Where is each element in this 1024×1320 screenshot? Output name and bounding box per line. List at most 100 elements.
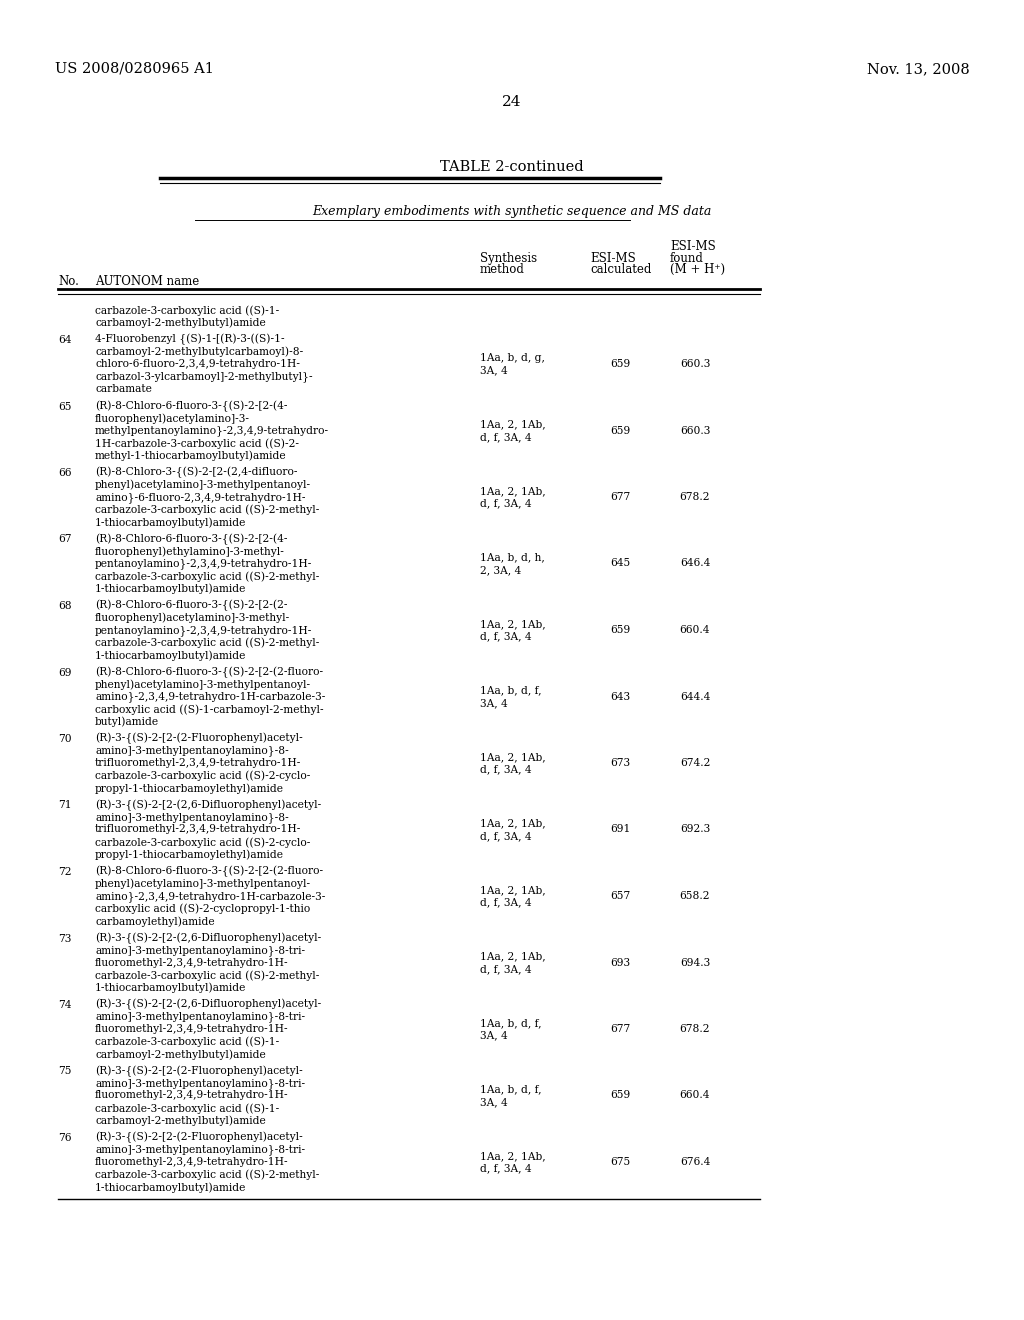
Text: fluoromethyl-2,3,4,9-tetrahydro-1H-: fluoromethyl-2,3,4,9-tetrahydro-1H-: [95, 1158, 289, 1167]
Text: propyl-1-thiocarbamoylethyl)amide: propyl-1-thiocarbamoylethyl)amide: [95, 783, 284, 793]
Text: 1-thiocarbamoylbutyl)amide: 1-thiocarbamoylbutyl)amide: [95, 517, 247, 528]
Text: 692.3: 692.3: [680, 825, 710, 834]
Text: methyl-1-thiocarbamoylbutyl)amide: methyl-1-thiocarbamoylbutyl)amide: [95, 450, 287, 461]
Text: fluoromethyl-2,3,4,9-tetrahydro-1H-: fluoromethyl-2,3,4,9-tetrahydro-1H-: [95, 1090, 289, 1101]
Text: 1Aa, b, d, f,: 1Aa, b, d, f,: [480, 1084, 542, 1094]
Text: 660.4: 660.4: [680, 1090, 711, 1101]
Text: (R)-3-{(S)-2-[2-(2,6-Difluorophenyl)acetyl-: (R)-3-{(S)-2-[2-(2,6-Difluorophenyl)acet…: [95, 932, 322, 944]
Text: 67: 67: [58, 535, 72, 544]
Text: 71: 71: [58, 800, 72, 810]
Text: 1-thiocarbamoylbutyl)amide: 1-thiocarbamoylbutyl)amide: [95, 1181, 247, 1192]
Text: Exemplary embodiments with synthetic sequence and MS data: Exemplary embodiments with synthetic seq…: [312, 205, 712, 218]
Text: 691: 691: [610, 825, 630, 834]
Text: d, f, 3A, 4: d, f, 3A, 4: [480, 631, 531, 642]
Text: 659: 659: [610, 359, 630, 370]
Text: (R)-8-Chloro-6-fluoro-3-{(S)-2-[2-(2-fluoro-: (R)-8-Chloro-6-fluoro-3-{(S)-2-[2-(2-flu…: [95, 866, 324, 878]
Text: amino}-2,3,4,9-tetrahydro-1H-carbazole-3-: amino}-2,3,4,9-tetrahydro-1H-carbazole-3…: [95, 692, 326, 702]
Text: 657: 657: [610, 891, 630, 902]
Text: 1Aa, 2, 1Ab,: 1Aa, 2, 1Ab,: [480, 486, 546, 496]
Text: 673: 673: [610, 758, 630, 768]
Text: amino]-3-methylpentanoylamino}-8-: amino]-3-methylpentanoylamino}-8-: [95, 746, 289, 756]
Text: 658.2: 658.2: [680, 891, 711, 902]
Text: 678.2: 678.2: [680, 1024, 711, 1034]
Text: 1Aa, 2, 1Ab,: 1Aa, 2, 1Ab,: [480, 884, 546, 895]
Text: 660.3: 660.3: [680, 425, 711, 436]
Text: ESI-MS: ESI-MS: [590, 252, 636, 265]
Text: Nov. 13, 2008: Nov. 13, 2008: [867, 62, 970, 77]
Text: 1Aa, b, d, f,: 1Aa, b, d, f,: [480, 1018, 542, 1028]
Text: phenyl)acetylamino]-3-methylpentanoyl-: phenyl)acetylamino]-3-methylpentanoyl-: [95, 879, 311, 890]
Text: 1Aa, b, d, g,: 1Aa, b, d, g,: [480, 352, 545, 363]
Text: 3A, 4: 3A, 4: [480, 1030, 508, 1040]
Text: carbamate: carbamate: [95, 384, 152, 393]
Text: 65: 65: [58, 401, 72, 412]
Text: fluorophenyl)acetylamino]-3-methyl-: fluorophenyl)acetylamino]-3-methyl-: [95, 612, 290, 623]
Text: 24: 24: [502, 95, 522, 110]
Text: ESI-MS: ESI-MS: [670, 240, 716, 253]
Text: (M + H⁺): (M + H⁺): [670, 263, 725, 276]
Text: calculated: calculated: [590, 263, 651, 276]
Text: TABLE 2-continued: TABLE 2-continued: [440, 160, 584, 174]
Text: No.: No.: [58, 275, 79, 288]
Text: found: found: [670, 252, 703, 265]
Text: (R)-3-{(S)-2-[2-(2-Fluorophenyl)acetyl-: (R)-3-{(S)-2-[2-(2-Fluorophenyl)acetyl-: [95, 733, 303, 744]
Text: 1-thiocarbamoylbutyl)amide: 1-thiocarbamoylbutyl)amide: [95, 649, 247, 660]
Text: carbazol-3-ylcarbamoyl]-2-methylbutyl}-: carbazol-3-ylcarbamoyl]-2-methylbutyl}-: [95, 371, 312, 383]
Text: amino]-3-methylpentanoylamino}-8-: amino]-3-methylpentanoylamino}-8-: [95, 812, 289, 822]
Text: carbazole-3-carboxylic acid ((S)-2-cyclo-: carbazole-3-carboxylic acid ((S)-2-cyclo…: [95, 771, 310, 781]
Text: d, f, 3A, 4: d, f, 3A, 4: [480, 830, 531, 841]
Text: method: method: [480, 263, 525, 276]
Text: d, f, 3A, 4: d, f, 3A, 4: [480, 498, 531, 508]
Text: amino]-3-methylpentanoylamino}-8-tri-: amino]-3-methylpentanoylamino}-8-tri-: [95, 1011, 305, 1022]
Text: d, f, 3A, 4: d, f, 3A, 4: [480, 764, 531, 775]
Text: 693: 693: [610, 957, 630, 968]
Text: 1Aa, 2, 1Ab,: 1Aa, 2, 1Ab,: [480, 818, 546, 828]
Text: 1-thiocarbamoylbutyl)amide: 1-thiocarbamoylbutyl)amide: [95, 583, 247, 594]
Text: 1Aa, 2, 1Ab,: 1Aa, 2, 1Ab,: [480, 420, 546, 429]
Text: (R)-3-{(S)-2-[2-(2,6-Difluorophenyl)acetyl-: (R)-3-{(S)-2-[2-(2,6-Difluorophenyl)acet…: [95, 999, 322, 1010]
Text: carbazole-3-carboxylic acid ((S)-2-methyl-: carbazole-3-carboxylic acid ((S)-2-methy…: [95, 572, 319, 582]
Text: 1Aa, 2, 1Ab,: 1Aa, 2, 1Ab,: [480, 1151, 546, 1160]
Text: 68: 68: [58, 601, 72, 611]
Text: (R)-8-Chloro-6-fluoro-3-{(S)-2-[2-(2-: (R)-8-Chloro-6-fluoro-3-{(S)-2-[2-(2-: [95, 601, 288, 611]
Text: 646.4: 646.4: [680, 558, 711, 569]
Text: carbamoylethyl)amide: carbamoylethyl)amide: [95, 916, 215, 927]
Text: 1Aa, b, d, f,: 1Aa, b, d, f,: [480, 685, 542, 696]
Text: amino]-3-methylpentanoylamino}-8-tri-: amino]-3-methylpentanoylamino}-8-tri-: [95, 945, 305, 956]
Text: 659: 659: [610, 1090, 630, 1101]
Text: 659: 659: [610, 624, 630, 635]
Text: US 2008/0280965 A1: US 2008/0280965 A1: [55, 62, 214, 77]
Text: carbamoyl-2-methylbutyl)amide: carbamoyl-2-methylbutyl)amide: [95, 1049, 266, 1060]
Text: 677: 677: [610, 492, 630, 502]
Text: carbazole-3-carboxylic acid ((S)-1-: carbazole-3-carboxylic acid ((S)-1-: [95, 1036, 280, 1047]
Text: 659: 659: [610, 425, 630, 436]
Text: 3A, 4: 3A, 4: [480, 698, 508, 708]
Text: 1Aa, 2, 1Ab,: 1Aa, 2, 1Ab,: [480, 952, 546, 961]
Text: 660.4: 660.4: [680, 624, 711, 635]
Text: 660.3: 660.3: [680, 359, 711, 370]
Text: 4-Fluorobenzyl {(S)-1-[(R)-3-((S)-1-: 4-Fluorobenzyl {(S)-1-[(R)-3-((S)-1-: [95, 334, 285, 346]
Text: 1Aa, 2, 1Ab,: 1Aa, 2, 1Ab,: [480, 619, 546, 628]
Text: methylpentanoylamino}-2,3,4,9-tetrahydro-: methylpentanoylamino}-2,3,4,9-tetrahydro…: [95, 425, 329, 437]
Text: carbamoyl-2-methylbutylcarbamoyl)-8-: carbamoyl-2-methylbutylcarbamoyl)-8-: [95, 346, 303, 358]
Text: 643: 643: [610, 692, 630, 701]
Text: carbazole-3-carboxylic acid ((S)-2-cyclo-: carbazole-3-carboxylic acid ((S)-2-cyclo…: [95, 837, 310, 847]
Text: (R)-3-{(S)-2-[2-(2,6-Difluorophenyl)acetyl-: (R)-3-{(S)-2-[2-(2,6-Difluorophenyl)acet…: [95, 800, 322, 810]
Text: d, f, 3A, 4: d, f, 3A, 4: [480, 1163, 531, 1173]
Text: amino}-6-fluoro-2,3,4,9-tetrahydro-1H-: amino}-6-fluoro-2,3,4,9-tetrahydro-1H-: [95, 492, 305, 503]
Text: 3A, 4: 3A, 4: [480, 1097, 508, 1106]
Text: chloro-6-fluoro-2,3,4,9-tetrahydro-1H-: chloro-6-fluoro-2,3,4,9-tetrahydro-1H-: [95, 359, 300, 370]
Text: 677: 677: [610, 1024, 630, 1034]
Text: 678.2: 678.2: [680, 492, 711, 502]
Text: fluoromethyl-2,3,4,9-tetrahydro-1H-: fluoromethyl-2,3,4,9-tetrahydro-1H-: [95, 1024, 289, 1034]
Text: amino}-2,3,4,9-tetrahydro-1H-carbazole-3-: amino}-2,3,4,9-tetrahydro-1H-carbazole-3…: [95, 891, 326, 902]
Text: 70: 70: [58, 734, 72, 744]
Text: butyl)amide: butyl)amide: [95, 717, 159, 727]
Text: carboxylic acid ((S)-1-carbamoyl-2-methyl-: carboxylic acid ((S)-1-carbamoyl-2-methy…: [95, 704, 324, 714]
Text: carbazole-3-carboxylic acid ((S)-1-: carbazole-3-carboxylic acid ((S)-1-: [95, 305, 280, 315]
Text: 69: 69: [58, 668, 72, 677]
Text: 1H-carbazole-3-carboxylic acid ((S)-2-: 1H-carbazole-3-carboxylic acid ((S)-2-: [95, 438, 299, 449]
Text: carboxylic acid ((S)-2-cyclopropyl-1-thio: carboxylic acid ((S)-2-cyclopropyl-1-thi…: [95, 903, 310, 913]
Text: fluorophenyl)acetylamino]-3-: fluorophenyl)acetylamino]-3-: [95, 413, 250, 424]
Text: 73: 73: [58, 933, 72, 944]
